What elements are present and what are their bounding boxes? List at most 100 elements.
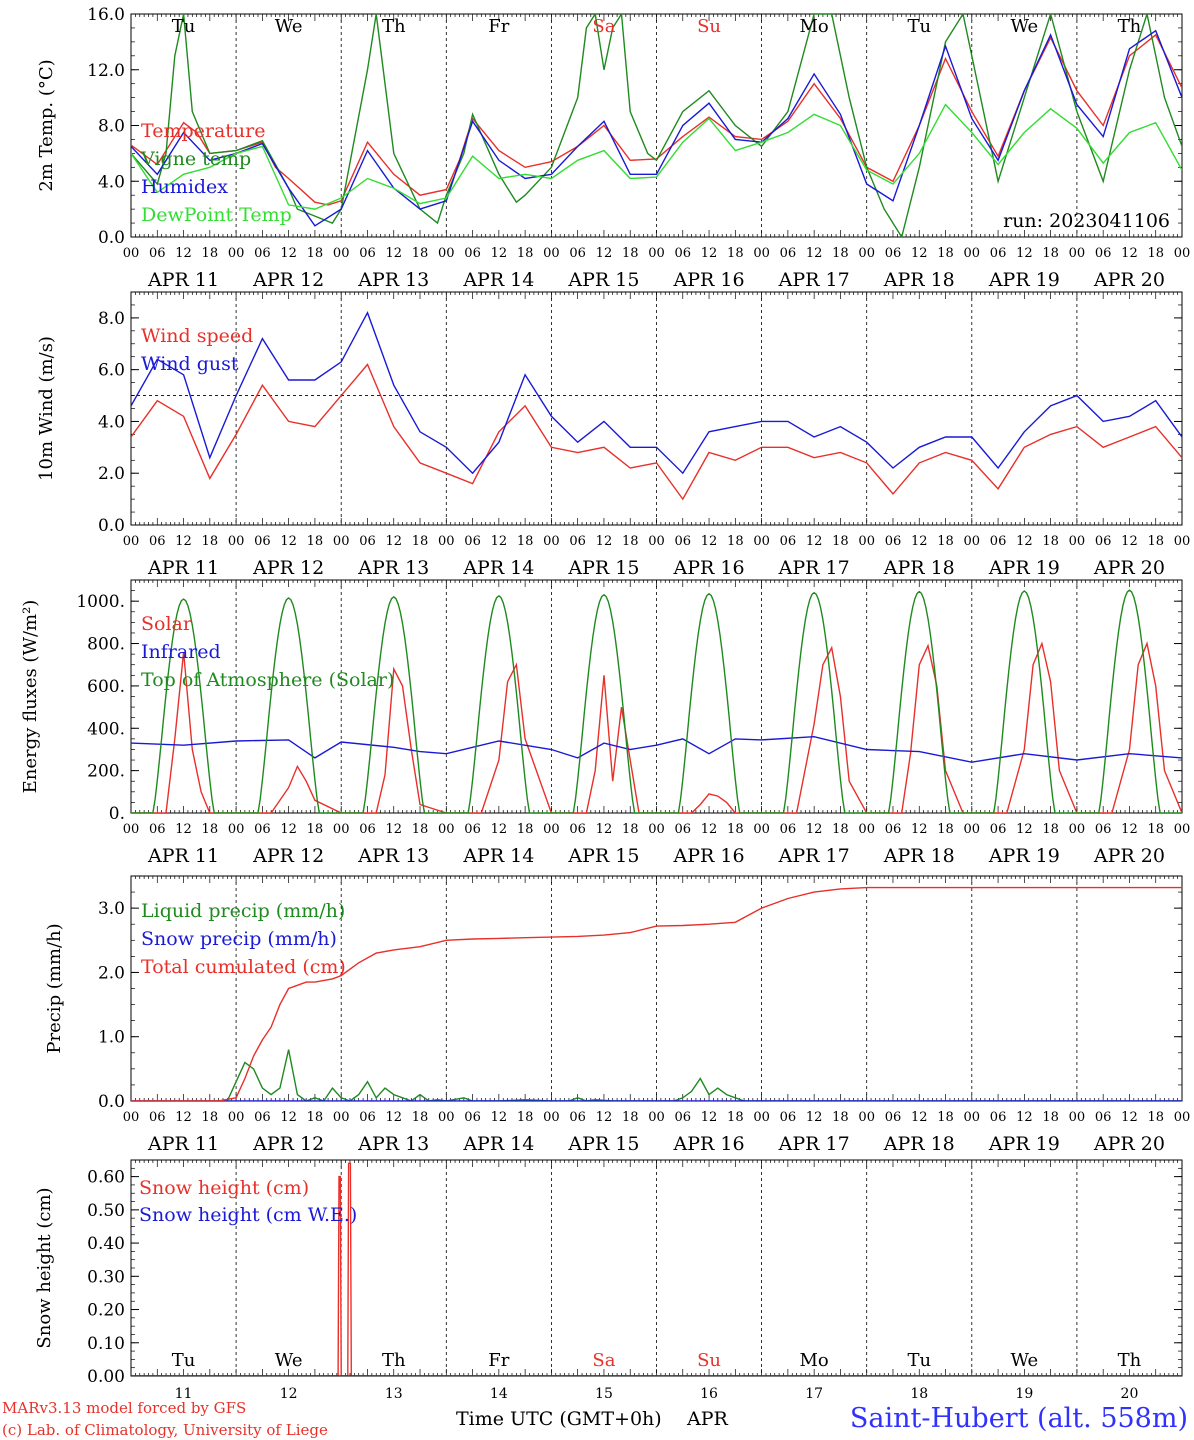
hour-tick-label: 12	[175, 534, 192, 549]
hour-tick-label: 18	[202, 822, 219, 837]
weekday-label: Fr	[488, 16, 509, 37]
date-label: APR 13	[357, 557, 429, 579]
hour-tick-label: 12	[175, 822, 192, 837]
hour-tick-label: 06	[569, 246, 586, 261]
weekday-label: Su	[697, 1350, 721, 1371]
day-number-label: 12	[280, 1386, 298, 1402]
weekday-label: Tu	[907, 1350, 931, 1371]
hour-tick-label: 18	[307, 534, 324, 549]
hour-tick-label: 12	[911, 534, 928, 549]
hour-tick-label: 06	[464, 1110, 481, 1125]
hour-tick-label: 00	[648, 822, 665, 837]
hour-tick-label: 18	[622, 1110, 639, 1125]
hour-tick-label: 00	[1069, 246, 1086, 261]
hour-tick-label: 12	[1121, 822, 1138, 837]
y-tick-label: 4.0	[98, 412, 125, 432]
hour-tick-label: 00	[333, 822, 350, 837]
hour-tick-label: 00	[543, 534, 560, 549]
hour-tick-label: 18	[832, 246, 849, 261]
hour-tick-label: 00	[123, 822, 140, 837]
hour-tick-label: 00	[333, 534, 350, 549]
hour-tick-label: 18	[517, 822, 534, 837]
legend-entry: Infrared	[141, 641, 221, 663]
hour-tick-label: 12	[280, 246, 297, 261]
hour-tick-label: 06	[569, 822, 586, 837]
hour-tick-label: 12	[1121, 246, 1138, 261]
hour-tick-label: 00	[858, 1110, 875, 1125]
hour-tick-label: 12	[175, 246, 192, 261]
legend-entry: Temperature	[141, 120, 265, 142]
hour-tick-label: 00	[1069, 534, 1086, 549]
hour-tick-label: 06	[885, 1110, 902, 1125]
y-axis-label: Energy fluxes (W/m²)	[20, 600, 41, 794]
hour-tick-label: 06	[359, 246, 376, 261]
hour-tick-label: 06	[990, 1110, 1007, 1125]
hour-tick-label: 12	[806, 246, 823, 261]
hour-tick-label: 06	[464, 534, 481, 549]
date-label: APR 12	[252, 845, 324, 867]
hour-tick-label: 00	[1174, 822, 1191, 837]
y-tick-label: 1000.	[76, 592, 125, 612]
hour-tick-label: 12	[1016, 1110, 1033, 1125]
y-tick-label: 0.10	[87, 1334, 125, 1354]
series-line-1	[131, 641, 1182, 813]
hour-tick-label: 06	[780, 1110, 797, 1125]
legend-entry: Liquid precip (mm/h)	[141, 900, 345, 922]
hour-tick-label: 18	[307, 246, 324, 261]
weekday-label: Tu	[172, 16, 196, 37]
day-number-label: 20	[1121, 1386, 1139, 1402]
date-label: APR 20	[1093, 1133, 1165, 1155]
series-line-3	[131, 886, 1182, 1101]
hour-tick-label: 06	[675, 1110, 692, 1125]
hour-tick-label: 06	[464, 246, 481, 261]
weekday-label: Tu	[907, 16, 931, 37]
hour-tick-label: 12	[385, 534, 402, 549]
series-group	[131, 589, 1182, 813]
hour-tick-label: 00	[964, 534, 981, 549]
y-tick-label: 8.0	[98, 117, 125, 137]
hour-tick-label: 06	[885, 534, 902, 549]
date-label: APR 13	[357, 845, 429, 867]
date-label: APR 20	[1093, 269, 1165, 291]
hour-tick-label: 12	[1016, 822, 1033, 837]
hour-tick-label: 12	[911, 1110, 928, 1125]
date-label: APR 15	[567, 557, 639, 579]
hour-tick-label: 00	[228, 1110, 245, 1125]
panel-3: 0. 200. 400. 600. 800. 1000. Energy fluxes (W/…	[20, 579, 1191, 867]
hour-tick-label: 12	[491, 822, 508, 837]
hour-tick-label: 12	[385, 822, 402, 837]
hour-tick-label: 06	[885, 246, 902, 261]
date-label: APR 17	[778, 557, 850, 579]
hour-tick-label: 00	[228, 534, 245, 549]
hour-tick-label: 12	[491, 1110, 508, 1125]
hour-tick-label: 18	[307, 1110, 324, 1125]
date-label: APR 18	[883, 1133, 955, 1155]
hour-tick-label: 00	[858, 246, 875, 261]
weekday-label: We	[1011, 1350, 1039, 1371]
hour-tick-label: 18	[1147, 822, 1164, 837]
hour-tick-label: 18	[727, 534, 744, 549]
y-axis-label: 10m Wind (m/s)	[36, 336, 57, 481]
date-label: APR 11	[147, 557, 219, 579]
hour-tick-label: 18	[1147, 1110, 1164, 1125]
hour-tick-label: 12	[491, 246, 508, 261]
legend-entry: Wind speed	[141, 325, 253, 347]
hour-tick-label: 12	[1121, 1110, 1138, 1125]
hour-tick-label: 12	[385, 1110, 402, 1125]
date-label: APR 17	[778, 845, 850, 867]
hour-tick-label: 18	[937, 534, 954, 549]
hour-tick-label: 06	[359, 534, 376, 549]
hour-tick-label: 18	[412, 534, 429, 549]
date-label: APR 15	[567, 845, 639, 867]
y-tick-label: 2.0	[98, 464, 125, 484]
y-tick-label: 1.0	[98, 1028, 125, 1048]
hour-tick-label: 06	[254, 1110, 271, 1125]
hour-tick-label: 00	[858, 822, 875, 837]
weekday-label: We	[275, 16, 303, 37]
date-label: APR 15	[567, 1133, 639, 1155]
model-credit: MARv3.13 model forced by GFS	[2, 1399, 246, 1417]
date-label: APR 12	[252, 269, 324, 291]
weekday-label: Mo	[800, 1350, 829, 1371]
series-line-1	[131, 1162, 1182, 1376]
hour-tick-label: 00	[753, 822, 770, 837]
